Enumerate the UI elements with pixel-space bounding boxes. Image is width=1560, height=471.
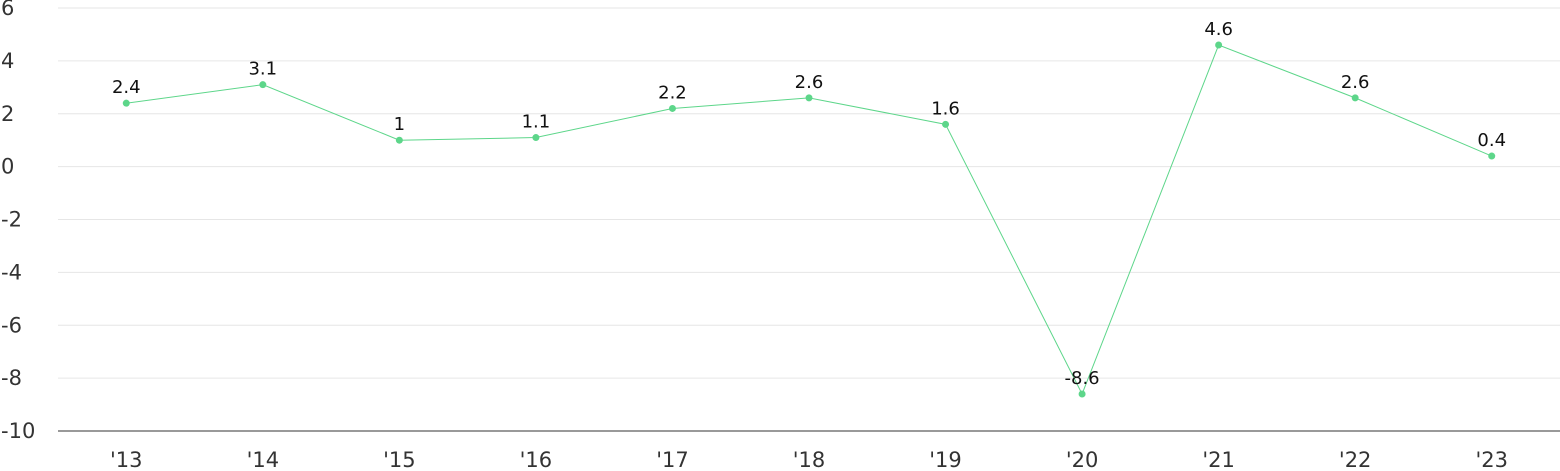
- point: [805, 94, 813, 102]
- value-label: -8.6: [1065, 368, 1100, 389]
- value-label: 2.4: [112, 77, 141, 98]
- y-tick-label: -10: [1, 419, 35, 443]
- y-tick-label: 2: [1, 102, 14, 126]
- x-tick-label: '19: [929, 448, 962, 471]
- x-tick-label: '22: [1339, 448, 1372, 471]
- y-tick-label: -4: [1, 260, 22, 284]
- y-tick-label: -2: [1, 208, 22, 232]
- y-tick-label: -6: [1, 313, 22, 337]
- y-tick-label: 0: [1, 155, 14, 179]
- value-label: 0.4: [1477, 130, 1506, 151]
- x-tick-label: '15: [383, 448, 416, 471]
- point: [1351, 94, 1359, 102]
- x-tick-label: '17: [656, 448, 689, 471]
- point: [532, 134, 540, 142]
- value-label: 2.6: [1341, 72, 1370, 93]
- value-label: 2.2: [658, 82, 687, 103]
- point: [668, 104, 676, 112]
- x-tick-label: '21: [1202, 448, 1235, 471]
- y-tick-label: -8: [1, 366, 22, 390]
- point: [942, 120, 950, 128]
- point: [1488, 152, 1496, 160]
- x-tick-label: '13: [110, 448, 143, 471]
- value-label: 3.1: [248, 59, 277, 80]
- point: [1215, 41, 1223, 49]
- value-label: 4.6: [1204, 19, 1233, 40]
- value-label: 1: [394, 114, 405, 135]
- value-label: 1.1: [522, 112, 551, 133]
- x-tick-label: '16: [520, 448, 553, 471]
- y-tick-label: 4: [1, 49, 14, 73]
- value-label: 1.6: [931, 98, 960, 119]
- value-label: 2.6: [795, 72, 824, 93]
- x-tick-label: '18: [793, 448, 826, 471]
- point: [395, 136, 403, 144]
- point: [122, 99, 130, 107]
- x-tick-label: '14: [247, 448, 280, 471]
- point: [259, 81, 267, 89]
- x-tick-label: '20: [1066, 448, 1099, 471]
- y-tick-label: 6: [1, 0, 14, 20]
- point: [1078, 390, 1086, 398]
- x-tick-label: '23: [1475, 448, 1508, 471]
